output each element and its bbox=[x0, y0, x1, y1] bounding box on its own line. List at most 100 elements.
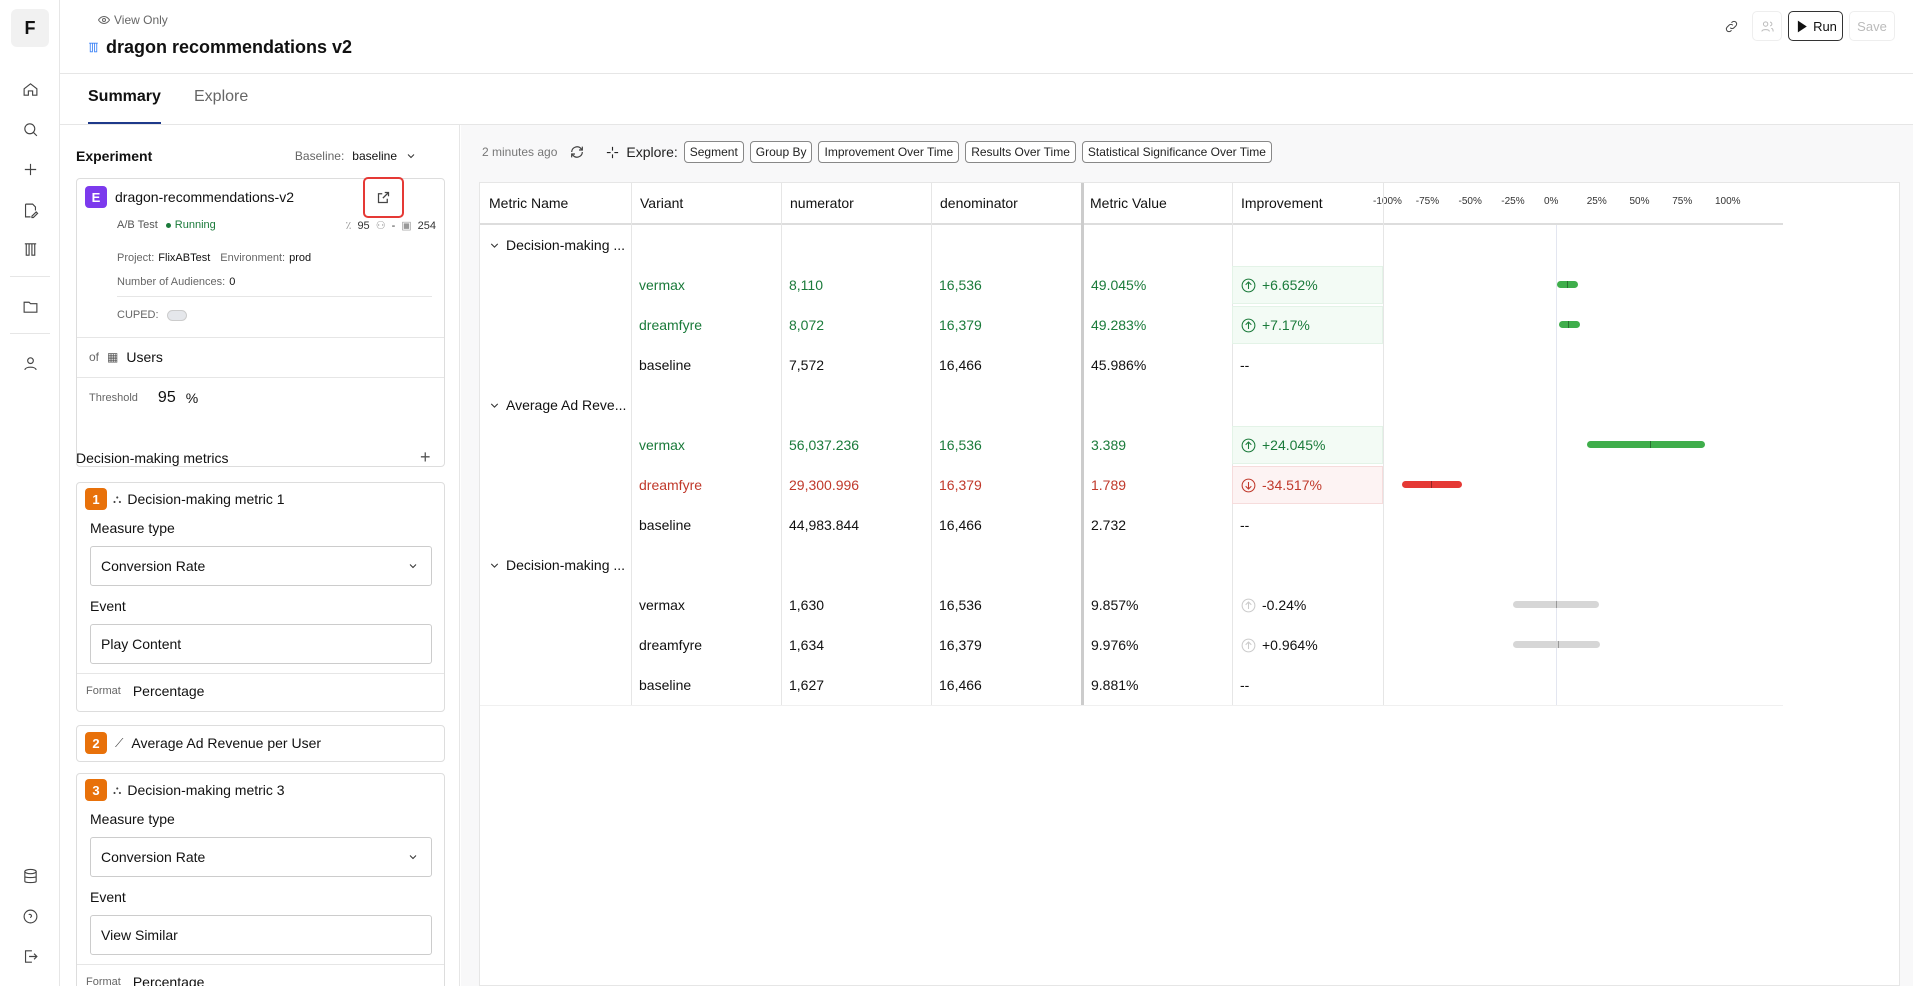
metric-value-cell: 1.789 bbox=[1091, 477, 1127, 493]
arrow-up-circle-icon bbox=[1241, 438, 1256, 452]
improvement-value: +6.652% bbox=[1262, 277, 1318, 293]
save-button[interactable]: Save bbox=[1849, 11, 1895, 41]
arrow-down-circle-icon bbox=[1241, 478, 1256, 492]
confidence-interval-bar[interactable] bbox=[1513, 641, 1601, 648]
page-header: View Only dragon recommendations v2 Run … bbox=[60, 0, 1913, 74]
experiment-section-title: Experiment bbox=[76, 148, 153, 164]
denominator-cell: 16,466 bbox=[939, 677, 982, 693]
metric-group-row[interactable]: Decision-making ... bbox=[480, 225, 631, 265]
search-icon[interactable] bbox=[19, 118, 41, 140]
chevron-down-icon bbox=[490, 562, 499, 568]
col-header-metric-value[interactable]: Metric Value bbox=[1081, 183, 1232, 225]
chip-group-by[interactable]: Group By bbox=[749, 141, 813, 163]
tab-explore[interactable]: Explore bbox=[194, 88, 249, 105]
variant-cell: baseline bbox=[639, 357, 692, 373]
improvement-cell: +7.17% bbox=[1232, 306, 1383, 344]
col-header-denominator[interactable]: denominator bbox=[931, 183, 1081, 225]
plus-icon[interactable] bbox=[19, 158, 41, 180]
flask-icon[interactable] bbox=[19, 238, 41, 260]
status-badge: Running bbox=[174, 219, 216, 231]
experiment-name[interactable]: dragon-recommendations-v2 bbox=[115, 189, 294, 205]
numerator-cell: 29,300.996 bbox=[789, 477, 860, 493]
user-icon[interactable] bbox=[19, 352, 41, 374]
event-input[interactable]: Play Content bbox=[90, 624, 432, 664]
chip-significance-over-time[interactable]: Statistical Significance Over Time bbox=[1081, 141, 1272, 163]
arrow-up-circle-icon bbox=[1241, 278, 1256, 292]
home-icon[interactable] bbox=[19, 78, 41, 100]
confidence-value: 95 bbox=[357, 219, 370, 232]
denominator-cell: 16,466 bbox=[939, 357, 982, 373]
add-metric-button[interactable]: + bbox=[420, 447, 431, 467]
confidence-interval-bar[interactable] bbox=[1402, 481, 1462, 488]
divider bbox=[10, 333, 50, 334]
refresh-icon[interactable] bbox=[569, 144, 585, 160]
logout-icon[interactable] bbox=[19, 945, 41, 967]
table-icon: ▦ bbox=[107, 350, 119, 364]
col-header-improvement[interactable]: Improvement bbox=[1232, 183, 1383, 225]
measure-type-select[interactable]: Conversion Rate bbox=[90, 546, 432, 586]
ci-midpoint bbox=[1650, 441, 1652, 448]
run-button[interactable]: Run bbox=[1788, 11, 1843, 41]
share-button[interactable] bbox=[1752, 11, 1782, 41]
metric-card-2[interactable]: 2 ⟋ Average Ad Revenue per User bbox=[76, 725, 445, 762]
col-header-metric[interactable]: Metric Name bbox=[480, 183, 631, 225]
link-icon bbox=[1725, 20, 1737, 32]
edit-doc-icon[interactable] bbox=[19, 199, 41, 221]
folder-icon[interactable] bbox=[19, 295, 41, 317]
numerator-cell: 56,037.236 bbox=[789, 437, 860, 453]
ci-midpoint bbox=[1557, 641, 1559, 648]
explore-label: Explore: bbox=[626, 144, 678, 160]
column-divider bbox=[781, 183, 782, 705]
col-header-numerator[interactable]: numerator bbox=[781, 183, 931, 225]
metric-group-row[interactable]: Decision-making ... bbox=[480, 545, 631, 585]
variant-cell: vermax bbox=[639, 597, 685, 613]
numerator-cell: 44,983.844 bbox=[789, 517, 860, 533]
col-header-variant[interactable]: Variant bbox=[631, 183, 781, 225]
metric-value-cell: 49.283% bbox=[1091, 317, 1147, 333]
format-value[interactable]: Percentage bbox=[132, 974, 205, 986]
metric-number: 1 bbox=[85, 488, 107, 510]
improvement-cell: -- bbox=[1232, 346, 1383, 384]
improvement-cell: +6.652% bbox=[1232, 266, 1383, 304]
chip-segment[interactable]: Segment bbox=[683, 141, 744, 163]
variant-cell: vermax bbox=[639, 437, 685, 453]
metrics-section-title: Decision-making metrics bbox=[76, 450, 229, 466]
axis-header bbox=[1383, 183, 1783, 225]
threshold-input[interactable]: 95 bbox=[157, 389, 176, 406]
metric-value-cell: 9.976% bbox=[1091, 637, 1139, 653]
help-icon[interactable] bbox=[19, 905, 41, 927]
axis-tick: 100% bbox=[1715, 196, 1741, 207]
chip-improvement-over-time[interactable]: Improvement Over Time bbox=[818, 141, 960, 163]
last-updated: 2 minutes ago bbox=[482, 145, 558, 159]
event-input[interactable]: View Similar bbox=[90, 915, 432, 955]
measure-type-label: Measure type bbox=[90, 811, 175, 827]
open-external-button[interactable] bbox=[363, 177, 404, 218]
improvement-value: +24.045% bbox=[1262, 437, 1326, 453]
improvement-value: -0.24% bbox=[1262, 597, 1307, 613]
variant-cell: dreamfyre bbox=[639, 317, 703, 333]
column-divider bbox=[931, 183, 932, 705]
measure-type-select[interactable]: Conversion Rate bbox=[90, 837, 432, 877]
threshold-unit: % bbox=[185, 390, 199, 406]
threshold-label: Threshold bbox=[89, 392, 138, 404]
confidence-interval-bar[interactable] bbox=[1558, 321, 1580, 328]
metric-group-row[interactable]: Average Ad Reve... bbox=[480, 385, 631, 425]
variant-cell: dreamfyre bbox=[639, 477, 703, 493]
tab-summary[interactable]: Summary bbox=[88, 88, 161, 124]
cuped-toggle[interactable] bbox=[166, 309, 187, 321]
app-logo[interactable]: F bbox=[11, 9, 49, 47]
format-value[interactable]: Percentage bbox=[132, 683, 205, 699]
calendar-icon: ▣ bbox=[401, 220, 412, 232]
chip-results-over-time[interactable]: Results Over Time bbox=[965, 141, 1076, 163]
baseline-selector[interactable]: Baseline: baseline bbox=[295, 149, 417, 163]
experiment-type: A/B Test bbox=[117, 219, 158, 231]
confidence-interval-bar[interactable] bbox=[1586, 441, 1705, 448]
eye-icon bbox=[98, 15, 110, 25]
metric-group-name: Decision-making ... bbox=[506, 237, 626, 253]
confidence-interval-bar[interactable] bbox=[1556, 281, 1579, 288]
entity-value[interactable]: Users bbox=[126, 349, 163, 365]
database-icon[interactable] bbox=[19, 865, 41, 887]
copy-link-button[interactable] bbox=[1716, 11, 1746, 41]
improvement-value: -- bbox=[1240, 677, 1250, 693]
improvement-value: -- bbox=[1240, 357, 1250, 373]
